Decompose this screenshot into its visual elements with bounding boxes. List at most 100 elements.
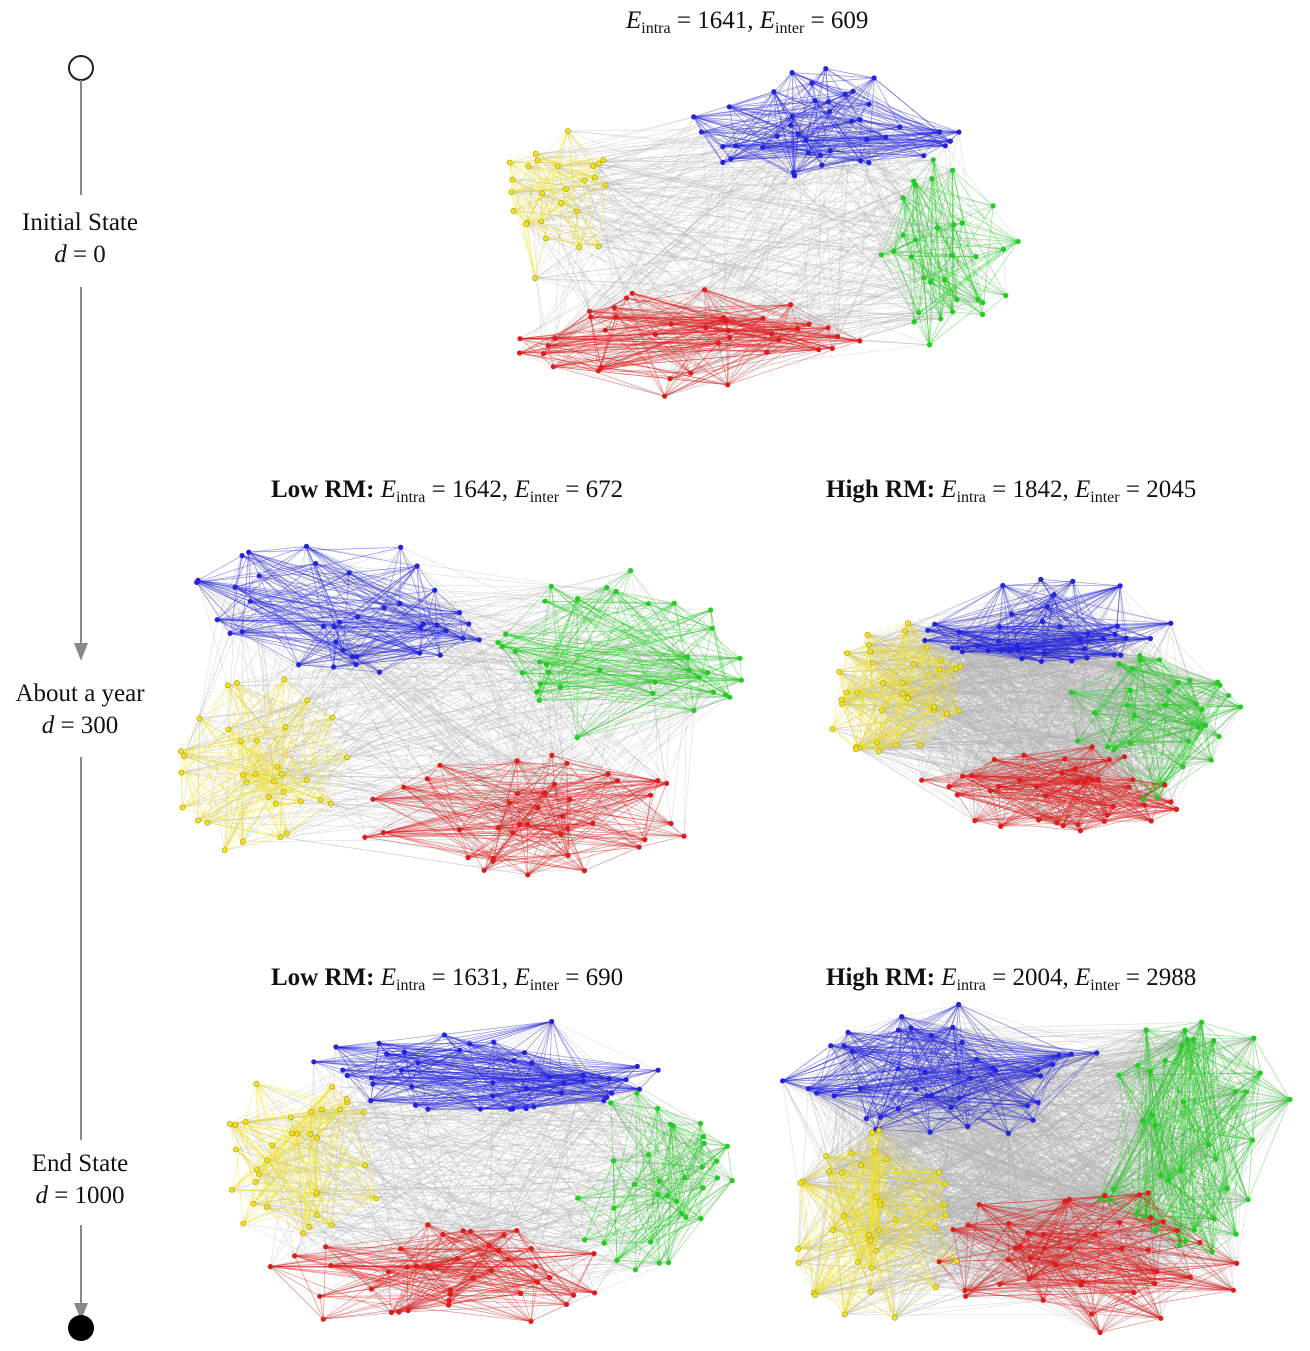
intra-edge-red bbox=[644, 795, 651, 840]
inter-edge bbox=[846, 652, 972, 776]
intra-edge-blue bbox=[729, 106, 867, 140]
inter-edge bbox=[976, 645, 1093, 781]
inter-edge bbox=[603, 160, 731, 338]
node-red bbox=[535, 805, 541, 811]
intra-edge-yellow bbox=[546, 238, 599, 247]
node-blue bbox=[303, 543, 310, 549]
intra-edge-blue bbox=[868, 77, 875, 163]
inter-edge bbox=[243, 672, 708, 776]
inter-edge bbox=[356, 656, 546, 794]
node-red bbox=[806, 321, 812, 327]
intra-edge-yellow bbox=[182, 779, 307, 808]
inter-edge bbox=[878, 692, 1072, 752]
intra-edge-red bbox=[598, 327, 829, 372]
inter-edge bbox=[346, 757, 366, 838]
node-green bbox=[912, 182, 918, 188]
intra-edge-yellow bbox=[182, 807, 281, 838]
inter-edge bbox=[546, 238, 978, 300]
intra-edge-red bbox=[704, 289, 829, 329]
inter-edge bbox=[729, 178, 933, 338]
intra-edge-green bbox=[652, 670, 690, 694]
intra-edge-yellow bbox=[526, 211, 577, 225]
inter-edge bbox=[934, 623, 1128, 706]
intra-edge-blue bbox=[828, 101, 959, 133]
inter-edge bbox=[1087, 633, 1114, 807]
inter-edge bbox=[934, 623, 1095, 714]
intra-edge-green bbox=[693, 672, 709, 711]
inter-edge bbox=[280, 627, 422, 838]
intra-edge-blue bbox=[693, 116, 724, 163]
node-blue bbox=[857, 117, 863, 123]
nodes bbox=[506, 66, 1021, 399]
intra-edge-blue bbox=[701, 124, 791, 133]
inter-edge bbox=[227, 685, 726, 695]
node-green bbox=[930, 157, 936, 163]
intra-edge-red bbox=[519, 316, 591, 354]
inter-edge bbox=[955, 585, 1004, 669]
inter-edge bbox=[566, 162, 723, 190]
intra-edge-green bbox=[544, 600, 708, 673]
node-blue bbox=[720, 144, 726, 150]
inter-edge bbox=[346, 683, 541, 758]
inter-edge bbox=[846, 692, 1115, 750]
node-blue bbox=[227, 630, 233, 636]
intra-edge-yellow bbox=[528, 165, 595, 178]
node-green bbox=[959, 220, 965, 226]
end-marker bbox=[68, 1315, 94, 1341]
intra-edge-red bbox=[553, 330, 729, 368]
title-initial: Eintra = 1641, Einter = 609 bbox=[626, 7, 869, 37]
inter-edge bbox=[512, 179, 983, 315]
node-blue bbox=[346, 570, 352, 576]
node-blue bbox=[728, 156, 734, 162]
intra-edge-yellow bbox=[184, 755, 274, 782]
intra-edge-green bbox=[615, 591, 726, 695]
node-yellow bbox=[565, 128, 571, 134]
inter-edge bbox=[957, 647, 1072, 693]
node-yellow bbox=[591, 174, 598, 181]
intra-edge-blue bbox=[794, 131, 940, 177]
inter-edge bbox=[860, 160, 942, 319]
inter-edge bbox=[255, 638, 464, 775]
intra-edge-red bbox=[439, 765, 520, 825]
intra-edge-green bbox=[539, 627, 713, 663]
intra-edge-yellow bbox=[182, 679, 285, 808]
node-green bbox=[684, 654, 691, 660]
inter-edge bbox=[234, 586, 555, 785]
node-blue bbox=[232, 584, 238, 590]
inter-edge bbox=[929, 249, 1004, 345]
intra-edge-red bbox=[632, 292, 860, 342]
intra-edge-red bbox=[590, 316, 772, 335]
intra-edge-blue bbox=[306, 546, 469, 625]
inter-edge bbox=[924, 640, 1134, 781]
intra-edge-green bbox=[918, 249, 1004, 314]
intra-edge-yellow bbox=[268, 779, 307, 798]
intra-edge-green bbox=[502, 646, 690, 671]
node-red bbox=[401, 784, 407, 790]
inter-edge bbox=[342, 650, 405, 788]
inter-edge bbox=[841, 699, 963, 777]
intra-edge-green bbox=[952, 169, 994, 207]
intra-edge-green bbox=[502, 646, 523, 674]
intra-edge-blue bbox=[383, 547, 402, 608]
inter-edge bbox=[275, 546, 307, 804]
intra-edge-blue bbox=[873, 77, 901, 128]
intra-edge-red bbox=[383, 780, 658, 833]
intra-edge-red bbox=[492, 832, 514, 862]
intra-edge-blue bbox=[241, 555, 469, 625]
inter-edge bbox=[1044, 653, 1108, 816]
inter-edge bbox=[872, 662, 1189, 742]
node-red bbox=[725, 382, 731, 388]
node-red bbox=[514, 758, 520, 764]
inter-edge bbox=[419, 652, 494, 859]
intra-edge-yellow bbox=[236, 682, 348, 758]
intra-edge-yellow bbox=[180, 750, 348, 758]
intra-edge-red bbox=[617, 780, 685, 837]
inter-edge bbox=[1133, 715, 1144, 800]
inter-edge bbox=[511, 191, 916, 241]
intra-edge-red bbox=[655, 323, 810, 335]
node-red bbox=[380, 830, 386, 836]
inter-edge bbox=[960, 658, 1022, 667]
inter-edge bbox=[273, 639, 480, 782]
intra-edge-blue bbox=[216, 575, 260, 620]
inter-edge bbox=[356, 661, 540, 665]
